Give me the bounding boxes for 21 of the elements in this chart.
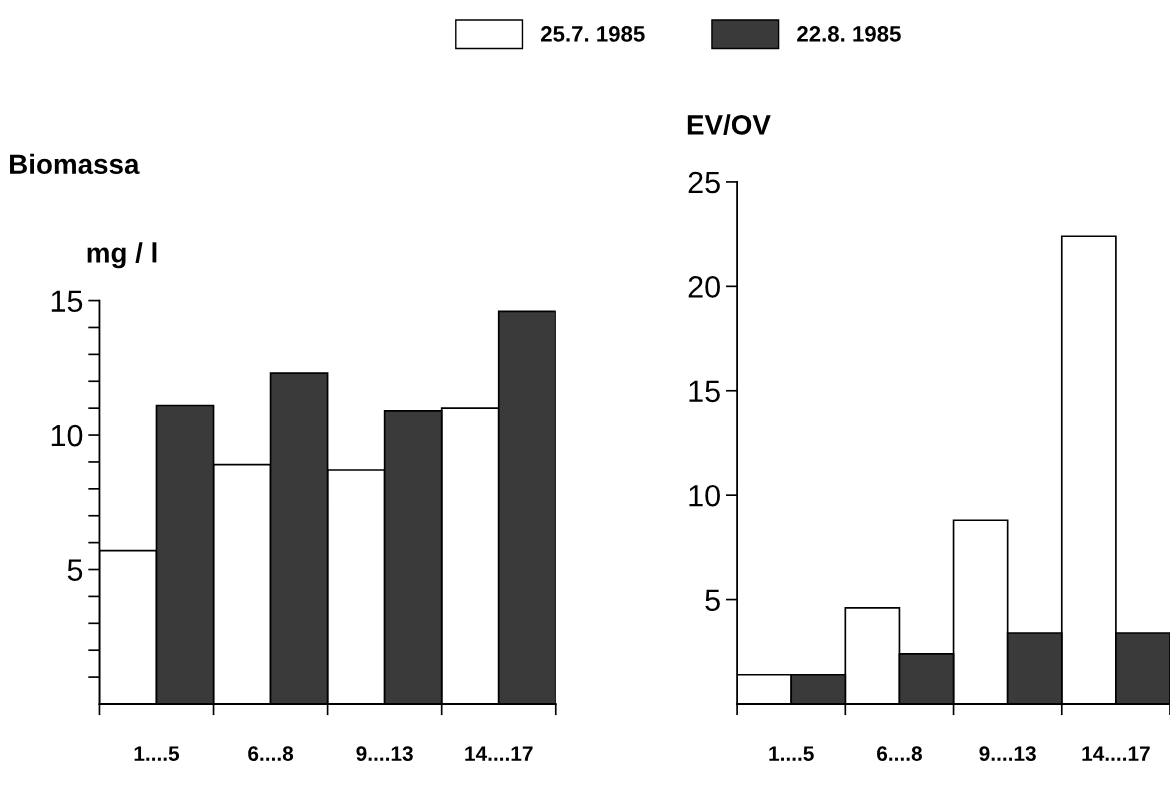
x-tick-label: 14....17 — [465, 746, 533, 761]
y-tick-label: 10 — [51, 424, 83, 447]
y-tick-label: 15 — [689, 380, 720, 403]
x-tick-label: 6....8 — [248, 746, 294, 761]
x-tick-label: 9....13 — [979, 746, 1036, 761]
y-axis-title: mg / l — [87, 242, 157, 269]
y-tick-label: 10 — [689, 484, 720, 507]
x-tick-label: 1....5 — [134, 746, 180, 761]
y-tick-label: 20 — [688, 276, 720, 298]
y-axis-title: EV/OV — [687, 114, 771, 135]
x-tick-label: 9....13 — [356, 746, 413, 761]
legend-label: 25.7. 1985 — [541, 26, 645, 42]
y-tick-label: 25 — [688, 171, 720, 194]
y-tick-label: 15 — [51, 290, 83, 312]
y-tick-label: 5 — [705, 589, 720, 611]
x-tick-label: 1....5 — [769, 746, 814, 761]
x-tick-label: 6....8 — [877, 746, 922, 761]
chart-title: Biomassa — [10, 153, 140, 175]
x-tick-label: 14....17 — [1082, 746, 1150, 761]
legend-label: 22.8. 1985 — [797, 26, 901, 42]
y-tick-label: 5 — [67, 559, 83, 581]
